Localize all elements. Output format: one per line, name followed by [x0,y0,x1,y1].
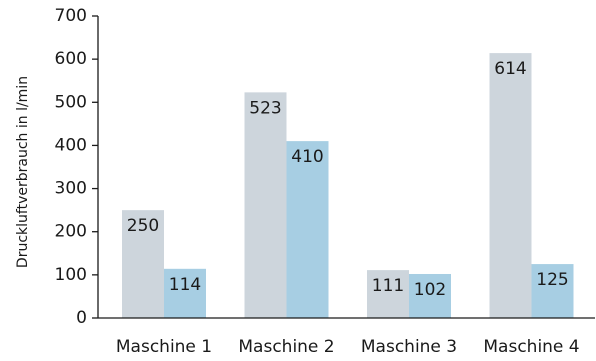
x-axis: Maschine 1 Maschine 2 Maschine 3 Maschine 4 [116,337,580,357]
bar-value-label: 614 [494,59,526,79]
y-tick-label: 400 [55,135,87,155]
bar-value-label: 102 [414,280,446,300]
y-tick-label: 0 [76,308,87,328]
x-tick-label: Maschine 2 [238,337,334,357]
bar [489,53,532,319]
y-axis-title: Druckluftverbrauch in l/min [15,76,31,268]
bar-value-label: 250 [127,216,159,236]
y-tick-label: 200 [55,222,87,242]
bar-value-label: 114 [169,275,201,295]
bar-value-label: 125 [536,270,568,290]
x-tick-label: Maschine 3 [361,337,457,357]
bar [531,264,574,318]
y-tick-label: 100 [55,265,87,285]
data-labels-group: 250 114 523 410 111 102 614 125 [127,59,569,300]
bar [244,92,287,318]
y-tick-label: 300 [55,179,87,199]
bar-value-label: 523 [249,98,281,118]
bar [122,210,164,318]
bar [164,268,206,318]
bar [409,273,451,318]
y-tick-label: 500 [55,92,87,112]
y-tick-label: 600 [55,49,87,69]
bar [286,141,329,318]
y-axis: 0 100 200 300 400 500 600 700 [55,6,98,328]
x-tick-label: Maschine 1 [116,337,212,357]
bars-group [122,53,574,319]
bar-value-label: 410 [291,147,323,167]
x-tick-label: Maschine 4 [483,337,579,357]
y-tick-label: 700 [55,6,87,26]
bar-value-label: 111 [372,276,404,296]
bar [367,270,409,318]
